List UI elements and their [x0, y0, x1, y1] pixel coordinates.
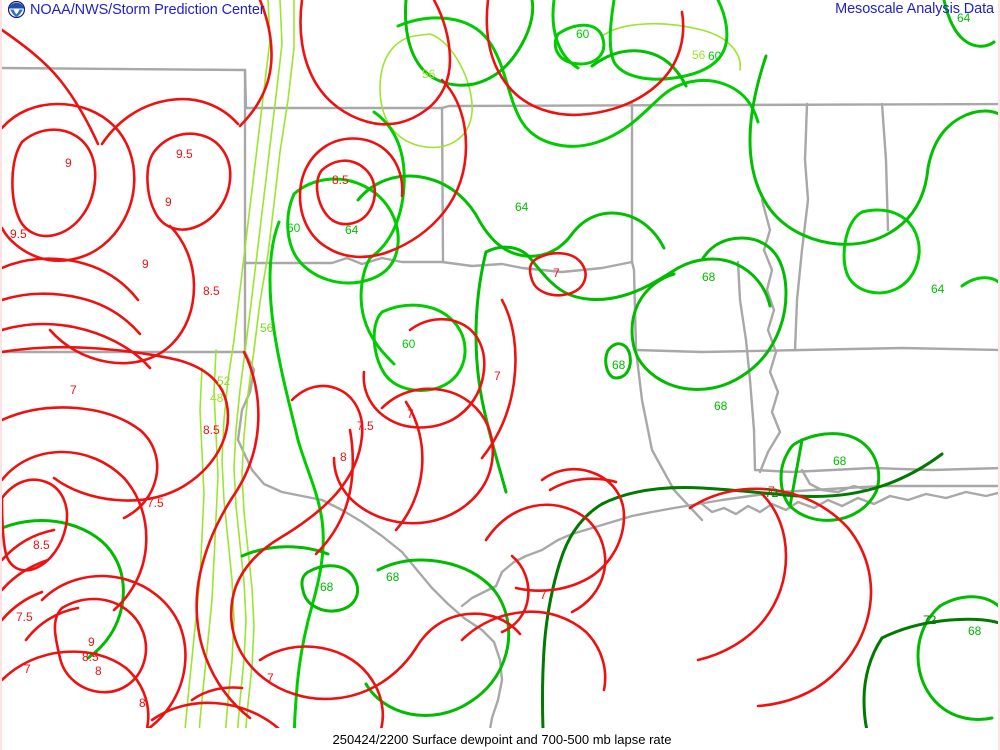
lapse-label-9-4: 9 — [142, 257, 149, 271]
page-footer: 250424/2200 Surface dewpoint and 700-500… — [2, 728, 998, 750]
dewpoint-label-72-17: 72 — [765, 486, 779, 500]
dewpoint-label-68-14: 68 — [702, 270, 716, 284]
lapse-label-7-23: 7 — [540, 588, 547, 602]
brand-block: NOAA/NWS/Storm Prediction Center — [8, 1, 265, 18]
dewpoint-label-56-1: 56 — [692, 48, 706, 62]
dewpoint-label-68-19: 68 — [386, 570, 400, 584]
lapse-label-7-22: 7 — [267, 671, 274, 685]
dewpoint-label-52-10: 52 — [217, 374, 231, 388]
lapse-label-7-8: 7 — [494, 369, 501, 383]
lapse-label-8-21: 8 — [139, 696, 146, 710]
dewpoint-label-68-13: 68 — [714, 399, 728, 413]
dewpoint-contour-68 — [2, 236, 998, 721]
lapse-rate-contours — [2, 0, 873, 750]
lapse-label-8-5-18: 8.5 — [82, 650, 99, 664]
dewpoint-contours-light — [183, 0, 742, 750]
dewpoint-label-64-6: 64 — [345, 223, 359, 237]
lapse-label-7-9: 7 — [70, 383, 77, 397]
geography-layer — [2, 66, 998, 742]
lapse-label-7-5-16: 7.5 — [16, 610, 33, 624]
lapse-label-9-3: 9 — [165, 195, 172, 209]
dewpoint-label-56-8: 56 — [260, 321, 274, 335]
product-title: Mesoscale Analysis Data — [835, 1, 994, 17]
lapse-label-8-13: 8 — [340, 450, 347, 464]
dewpoint-label-48-11: 48 — [210, 391, 224, 405]
lapse-rate-labels: 9.599.5998.58.57778.57.57.5878.57.598.57… — [10, 147, 775, 710]
lapse-label-8-20: 8 — [95, 664, 102, 678]
lapse-label-7-5-11: 7.5 — [147, 496, 164, 510]
lapse-label-7-24: 7 — [768, 484, 775, 498]
dewpoint-label-56-3: 56 — [422, 67, 436, 81]
lapse-label-9-1: 9 — [65, 156, 72, 170]
dewpoint-label-68-18: 68 — [320, 580, 334, 594]
lapse-label-8-5-6: 8.5 — [332, 173, 349, 187]
lapse-label-8-5-5: 8.5 — [203, 284, 220, 298]
dewpoint-label-64-15: 64 — [931, 282, 945, 296]
lapse-label-7-7: 7 — [553, 266, 560, 280]
lapse-label-7-14: 7 — [407, 407, 414, 421]
lapse-label-9-17: 9 — [88, 635, 95, 649]
dewpoint-label-60-2: 60 — [708, 49, 722, 63]
lapse-label-8-5-15: 8.5 — [33, 538, 50, 552]
dewpoint-label-64-4: 64 — [957, 11, 971, 25]
noaa-logo-icon — [8, 1, 25, 18]
lapse-label-7-5-12: 7.5 — [357, 419, 374, 433]
dewpoint-label-64-7: 64 — [515, 200, 529, 214]
dewpoint-label-68-16: 68 — [833, 454, 847, 468]
dewpoint-label-60-5: 60 — [287, 221, 301, 235]
lapse-label-7-19: 7 — [24, 662, 31, 676]
lapse-label-9-5-2: 9.5 — [176, 147, 193, 161]
lapse-label-8-5-10: 8.5 — [203, 423, 220, 437]
dewpoint-label-60-9: 60 — [402, 337, 416, 351]
brand-title: NOAA/NWS/Storm Prediction Center — [30, 1, 265, 18]
lapse-label-9-5-0: 9.5 — [10, 227, 27, 241]
dewpoint-label-68-21: 68 — [968, 624, 982, 638]
dewpoint-label-68-12: 68 — [612, 358, 626, 372]
page-header: NOAA/NWS/Storm Prediction Center Mesosca… — [2, 0, 998, 22]
map-caption: 250424/2200 Surface dewpoint and 700-500… — [332, 731, 672, 747]
dewpoint-label-60-0: 60 — [576, 27, 590, 41]
dewpoint-contour-60 — [268, 0, 998, 750]
dewpoint-label-72-20: 72 — [923, 613, 937, 627]
